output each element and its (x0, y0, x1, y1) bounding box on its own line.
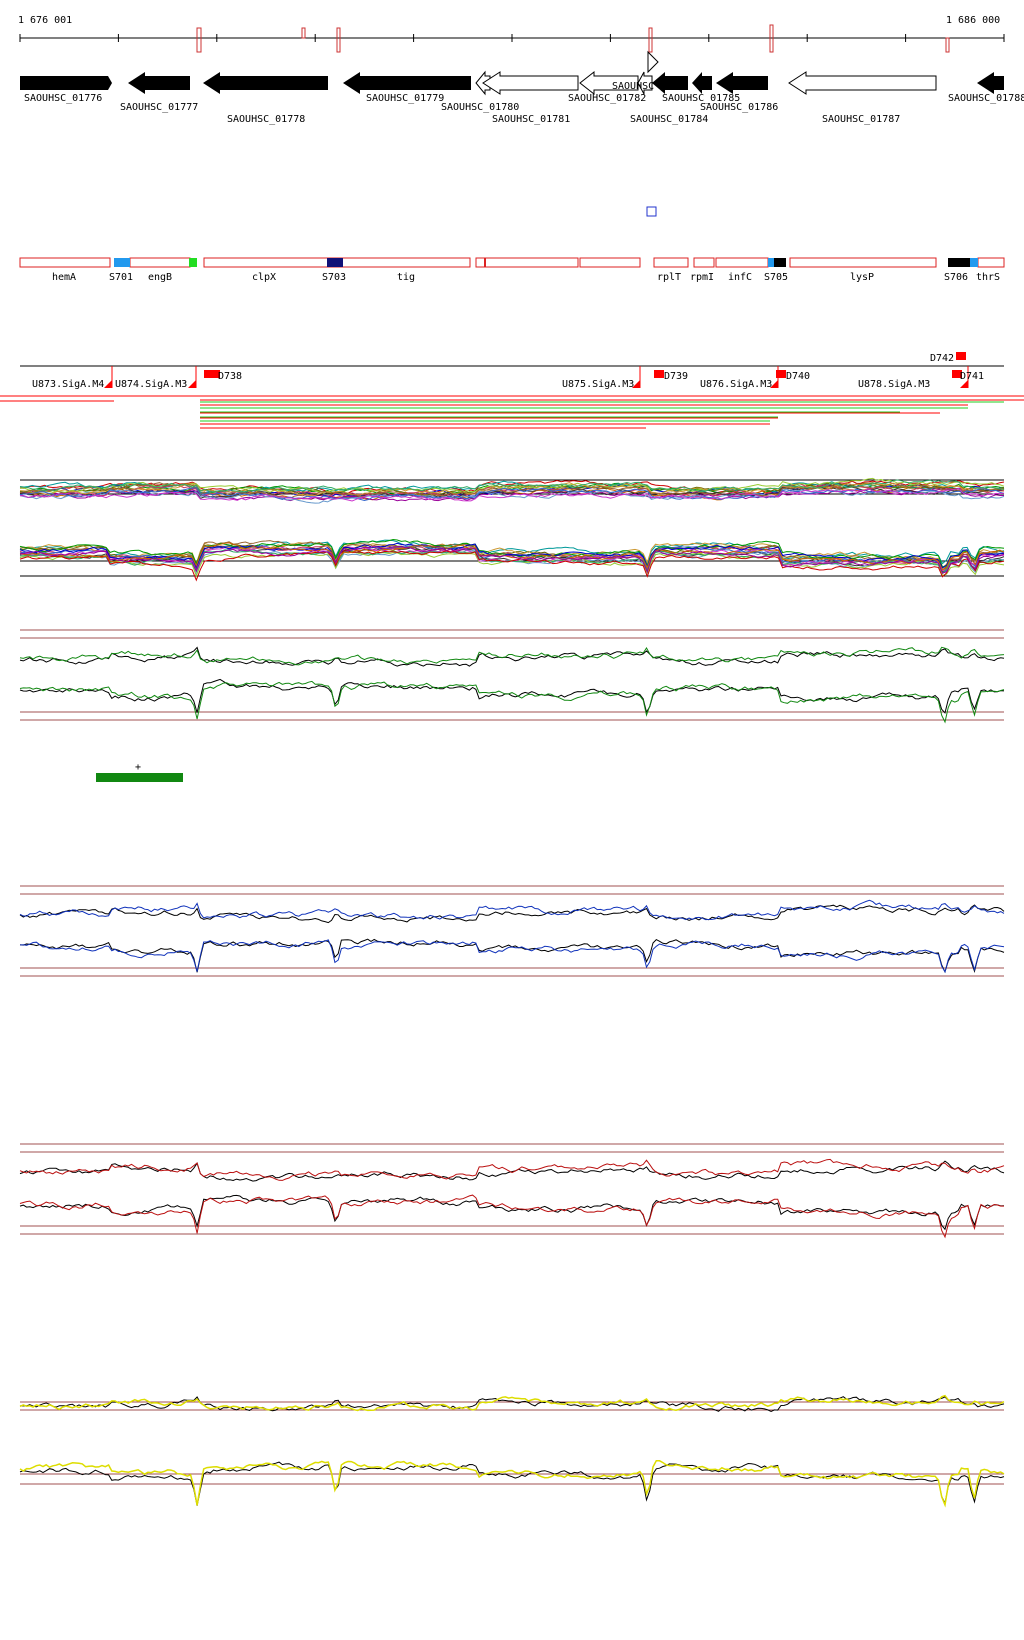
feature-label: thrS (976, 272, 1000, 283)
gene-arrow[interactable]: SAOUHSC_01784 (630, 72, 708, 125)
feature-label: S701 (109, 272, 133, 283)
gene-label: SAOUHSC_01782 (568, 93, 646, 104)
feature-block-s706[interactable] (948, 258, 970, 267)
gene-track: SAOUHSC_01776 SAOUHSC_01777 SAOUHSC_0177… (20, 70, 1024, 125)
feature-label: lysP (850, 272, 874, 283)
segment-label: U876.SigA.M3 (700, 379, 772, 390)
feature-label: S703 (322, 272, 346, 283)
gene-label: SAOUHSC_01780 (441, 102, 519, 113)
gene-arrow[interactable]: SAOUHSC_01782 (568, 70, 646, 104)
blue-profile-track (19, 885, 1005, 977)
gene-label: SAOUHSC_01787 (822, 114, 900, 125)
gene-label: SAOUHSC_01778 (227, 114, 305, 125)
gene-label: SAOUHSC_01776 (24, 93, 102, 104)
gene-arrow[interactable]: SAOUHSC_01781 (482, 71, 579, 125)
gene-arrow[interactable]: SAOUHSC_01779 (343, 72, 471, 104)
gene-arrow[interactable]: SAOUHSC_01777 (120, 72, 198, 113)
ruler-start-label: 1 676 001 (18, 15, 72, 26)
feature-block-s703[interactable] (327, 258, 343, 267)
gene-label: SAOUHSC_01777 (120, 102, 198, 113)
ruler-end-label: 1 686 000 (946, 15, 1000, 26)
feature-label: tig (397, 272, 415, 283)
feature-block-s701[interactable] (114, 258, 130, 267)
segment-label: D741 (960, 371, 984, 382)
green-profile-track (19, 629, 1005, 724)
region-marker[interactable]: + (96, 762, 183, 782)
selection-marker[interactable] (646, 206, 657, 217)
feature-block-s705[interactable] (774, 258, 786, 267)
gene-arrow[interactable]: SAOUHSC_01788 (948, 72, 1024, 104)
expression-profiles-track (19, 477, 1005, 582)
gene-arrow[interactable]: SAOUHSC_01776 (20, 76, 112, 104)
feature-label: rplT (657, 272, 681, 283)
region-marker-label: + (135, 762, 141, 773)
gene-arrow[interactable]: SAOUHSC (612, 71, 654, 95)
gene-label: SAOUHSC_01785 (662, 93, 740, 104)
feature-label: S705 (764, 272, 788, 283)
feature-block-engb[interactable] (189, 258, 197, 267)
segment-label: U874.SigA.M3 (115, 379, 187, 390)
coordinate-ruler: 1 676 001 1 686 000 (18, 15, 1005, 74)
gene-arrow[interactable]: SAOUHSC_01786 (700, 72, 778, 113)
feature-label: infC (728, 272, 752, 283)
feature-label: rpmI (690, 272, 714, 283)
segment-track: U873.SigA.M4 U874.SigA.M3 D738 U875.SigA… (0, 352, 1024, 429)
gene-arrow[interactable]: SAOUHSC_01785 (662, 72, 740, 104)
gene-label: SAOUHSC_01781 (492, 114, 570, 125)
segment-label: D739 (664, 371, 688, 382)
segment-label: D738 (218, 371, 242, 382)
feature-label: clpX (252, 272, 276, 283)
gene-label: SAOUHSC_01788 (948, 93, 1024, 104)
gene-label: SAOUHSC_01784 (630, 114, 708, 125)
gene-label: SAOUHSC_01779 (366, 93, 444, 104)
yellow-profile-track (19, 1394, 1005, 1508)
segment-label: U878.SigA.M3 (858, 379, 930, 390)
segment-label: U873.SigA.M4 (32, 379, 104, 390)
gene-label: SAOUHSC (612, 81, 654, 92)
feature-label: hemA (52, 272, 76, 283)
feature-track: hemA S701 engB clpX S703 tig rplT rpmI i… (19, 257, 1005, 283)
gene-arrow[interactable]: SAOUHSC_01787 (788, 71, 937, 125)
segment-label: U875.SigA.M3 (562, 379, 634, 390)
segment-label: D740 (786, 371, 810, 382)
feature-label: S706 (944, 272, 968, 283)
red-profile-track (19, 1143, 1005, 1239)
gene-arrow[interactable]: SAOUHSC_01778 (203, 72, 328, 125)
gene-label: SAOUHSC_01786 (700, 102, 778, 113)
feature-label: engB (148, 272, 172, 283)
segment-label: D742 (930, 353, 954, 364)
